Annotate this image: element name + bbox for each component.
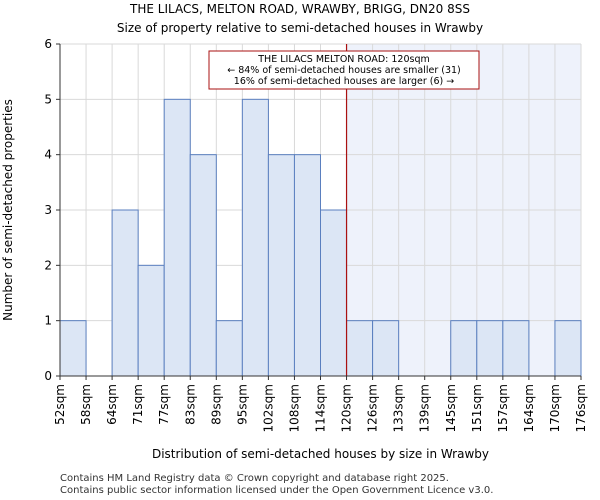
x-tick-label: 64sqm	[105, 384, 119, 425]
histogram-bar	[502, 320, 530, 377]
y-tick-label: 6	[44, 37, 52, 51]
x-axis-label: Distribution of semi-detached houses by …	[152, 447, 489, 461]
histogram-bar	[554, 320, 582, 377]
x-tick-label: 102sqm	[261, 384, 275, 432]
chart-subtitle: Size of property relative to semi-detach…	[116, 21, 484, 35]
y-tick-label: 4	[44, 148, 52, 162]
x-tick-label: 170sqm	[548, 384, 562, 432]
histogram-bar	[137, 264, 165, 377]
annotation-line: 16% of semi-detached houses are larger (…	[234, 76, 454, 87]
histogram-bar	[189, 154, 217, 377]
histogram-bar	[320, 209, 348, 377]
x-tick-label: 133sqm	[392, 384, 406, 432]
x-tick-label: 151sqm	[470, 384, 484, 432]
histogram-bar	[346, 320, 374, 377]
x-tick-label: 139sqm	[418, 384, 432, 432]
histogram-bar	[476, 320, 504, 377]
histogram-bar	[267, 154, 295, 377]
x-tick-label: 176sqm	[574, 384, 588, 432]
histogram-bar	[241, 98, 269, 377]
histogram-bar	[163, 98, 191, 377]
x-tick-label: 108sqm	[287, 384, 301, 432]
x-tick-label: 52sqm	[53, 384, 67, 425]
histogram-bar	[450, 320, 478, 377]
y-tick-label: 5	[44, 92, 52, 106]
histogram-bar	[372, 320, 400, 377]
x-tick-label: 77sqm	[157, 384, 171, 425]
histogram-bar	[59, 320, 87, 377]
x-tick-label: 83sqm	[183, 384, 197, 425]
histogram-chart: 0 1 2 3 4 5 6 52sqm 58sqm 64sqm 71sqm 77sqm 83sqm 89s…	[1, 37, 588, 461]
x-tick-label: 126sqm	[366, 384, 380, 432]
x-tick-label: 71sqm	[131, 384, 145, 425]
y-tick-label: 0	[44, 369, 52, 383]
x-tick-label: 164sqm	[522, 384, 536, 432]
annotation-line: ← 84% of semi-detached houses are smalle…	[227, 65, 461, 76]
footer-licence: Contains public sector information licen…	[60, 485, 494, 496]
chart-title: THE LILACS, MELTON ROAD, WRAWBY, BRIGG, …	[130, 2, 470, 16]
footer-copyright: Contains HM Land Registry data © Crown c…	[60, 473, 449, 484]
x-tick-label: 95sqm	[235, 384, 249, 425]
x-tick-label: 58sqm	[79, 384, 93, 425]
x-tick-label: 89sqm	[209, 384, 223, 425]
y-tick-label: 3	[44, 203, 52, 217]
x-tick-label: 114sqm	[314, 384, 328, 432]
histogram-bar	[293, 154, 322, 377]
x-tick-label: 145sqm	[444, 384, 458, 432]
x-tick-label: 157sqm	[496, 384, 510, 432]
annotation-box	[208, 50, 480, 90]
y-tick-label: 1	[44, 314, 52, 328]
x-tick-label: 120sqm	[340, 384, 354, 432]
annotation-line: THE LILACS MELTON ROAD: 120sqm	[257, 54, 430, 65]
histogram-bar	[215, 320, 243, 377]
y-axis-label: Number of semi-detached properties	[1, 99, 15, 321]
histogram-bar	[111, 209, 139, 377]
y-tick-label: 2	[44, 258, 52, 272]
